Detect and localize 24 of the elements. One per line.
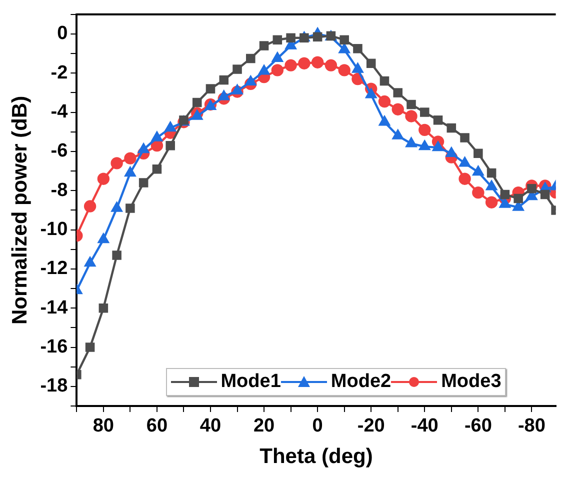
y-tick-label: -2 [50,62,68,84]
y-tick-label: -8 [50,180,68,201]
y-tick-label: 0 [57,23,68,44]
y-tick-label: -14 [40,297,68,318]
y-tick-label: -4 [50,102,68,123]
x-tick-label: 20 [253,416,275,437]
x-tick-label: 80 [92,416,114,437]
legend-label: Mode1 [220,371,281,393]
y-tick-label: -10 [40,219,68,240]
x-tick-label: -40 [410,416,438,437]
x-tick-label: 0 [312,416,323,437]
y-axis-title: Normalized power (dB) [8,96,32,325]
y-tick-label: -18 [40,376,68,397]
y-tick-label: -16 [40,336,68,358]
x-tick-label: -20 [357,416,385,437]
legend-label: Mode2 [330,371,392,393]
x-axis-title: Theta (deg) [260,445,373,468]
legend-label: Mode3 [441,371,502,393]
y-tick-label: -6 [50,140,68,162]
x-tick-label: -80 [518,416,546,437]
x-tick-label: -60 [464,416,492,437]
x-tick-label: 40 [200,416,222,437]
y-tick-label: -12 [40,258,68,280]
x-tick-label: 60 [146,416,168,437]
